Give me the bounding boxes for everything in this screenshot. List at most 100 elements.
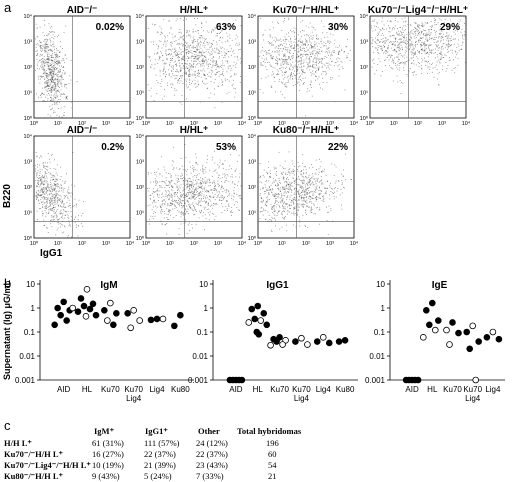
flow-event bbox=[312, 65, 314, 67]
flow-event bbox=[312, 182, 314, 184]
flow-event bbox=[275, 195, 277, 197]
flow-event bbox=[55, 97, 56, 99]
flow-event bbox=[396, 64, 398, 66]
flow-event bbox=[444, 19, 446, 20]
flow-event bbox=[48, 85, 50, 87]
flow-event bbox=[310, 80, 312, 82]
flow-event bbox=[263, 39, 265, 41]
flow-plot: Ku70⁻/⁻Lig4⁻/⁻H/HL⁺29%10⁰10⁰10¹10¹10²10²… bbox=[360, 5, 471, 127]
flow-event bbox=[424, 52, 426, 54]
flow-event bbox=[55, 172, 57, 174]
flow-event bbox=[436, 46, 438, 48]
flow-event bbox=[425, 35, 427, 37]
flow-event bbox=[426, 34, 428, 36]
flow-event bbox=[43, 44, 45, 46]
flow-event bbox=[441, 47, 442, 49]
flow-event bbox=[410, 51, 412, 53]
flow-event bbox=[413, 36, 415, 37]
flow-event bbox=[47, 82, 49, 84]
flow-event bbox=[54, 82, 56, 84]
flow-event bbox=[51, 59, 52, 61]
flow-event bbox=[181, 205, 182, 206]
flow-event bbox=[49, 167, 51, 169]
flow-event bbox=[303, 43, 305, 45]
flow-event bbox=[436, 42, 438, 43]
flow-event bbox=[314, 191, 315, 193]
flow-event bbox=[438, 36, 440, 37]
flow-event bbox=[208, 185, 210, 187]
flow-event bbox=[294, 75, 296, 77]
flow-event bbox=[291, 200, 293, 202]
flow-event bbox=[198, 84, 200, 86]
flow-event bbox=[37, 65, 39, 67]
flow-event bbox=[49, 84, 51, 86]
flow-event bbox=[182, 56, 184, 58]
flow-event bbox=[338, 68, 340, 70]
flow-event bbox=[150, 215, 152, 217]
flow-event bbox=[180, 216, 182, 218]
flow-event bbox=[392, 50, 394, 51]
flow-event bbox=[421, 61, 423, 63]
flow-event bbox=[321, 58, 323, 59]
flow-event bbox=[322, 88, 324, 90]
flow-event bbox=[305, 38, 306, 40]
flow-event bbox=[272, 182, 273, 184]
flow-event bbox=[415, 44, 417, 46]
flow-event bbox=[320, 61, 322, 63]
flow-event bbox=[305, 173, 307, 175]
flow-event bbox=[56, 229, 58, 231]
flow-event bbox=[288, 36, 290, 37]
flow-event bbox=[52, 194, 54, 196]
flow-event bbox=[53, 183, 55, 184]
flow-event bbox=[434, 36, 435, 38]
flow-event bbox=[50, 208, 52, 210]
flow-event bbox=[49, 208, 51, 210]
flow-event bbox=[279, 201, 281, 203]
flow-event bbox=[385, 59, 387, 61]
flow-event bbox=[41, 51, 42, 52]
flow-event bbox=[68, 83, 70, 84]
flow-event bbox=[51, 192, 53, 194]
flow-event bbox=[195, 57, 197, 59]
flow-event bbox=[296, 82, 298, 84]
flow-event bbox=[52, 78, 53, 80]
flow-event bbox=[189, 191, 191, 193]
flow-event bbox=[45, 86, 46, 88]
flow-event bbox=[43, 188, 45, 190]
flow-event bbox=[181, 77, 183, 79]
flow-event bbox=[292, 55, 294, 57]
flow-event bbox=[46, 172, 48, 174]
flow-event bbox=[64, 84, 66, 86]
flow-event bbox=[191, 196, 193, 198]
flow-event bbox=[297, 34, 299, 36]
flow-event bbox=[52, 31, 54, 33]
flow-event bbox=[45, 180, 47, 181]
flow-event bbox=[279, 189, 281, 191]
flow-event bbox=[296, 191, 298, 193]
flow-event bbox=[205, 167, 207, 168]
flow-event bbox=[191, 55, 193, 57]
flow-event bbox=[296, 68, 298, 70]
flow-event bbox=[308, 174, 310, 176]
flow-event bbox=[169, 48, 171, 50]
flow-event bbox=[194, 174, 196, 176]
flow-event bbox=[47, 194, 49, 196]
flow-event bbox=[43, 72, 44, 74]
flow-event bbox=[47, 166, 49, 168]
flow-event bbox=[220, 48, 222, 49]
flow-event bbox=[321, 60, 323, 62]
flow-event bbox=[189, 192, 191, 194]
flow-event bbox=[324, 37, 326, 38]
flow-plot-frame bbox=[33, 135, 131, 239]
flow-event bbox=[287, 75, 289, 77]
flow-event bbox=[44, 82, 46, 84]
flow-event bbox=[42, 163, 44, 165]
flow-event bbox=[161, 201, 163, 202]
flow-event bbox=[294, 44, 295, 46]
flow-event bbox=[222, 167, 224, 169]
flow-event bbox=[285, 58, 286, 60]
flow-event bbox=[227, 68, 229, 70]
flow-event bbox=[297, 169, 298, 170]
flow-event bbox=[376, 69, 378, 71]
flow-event bbox=[176, 177, 178, 179]
